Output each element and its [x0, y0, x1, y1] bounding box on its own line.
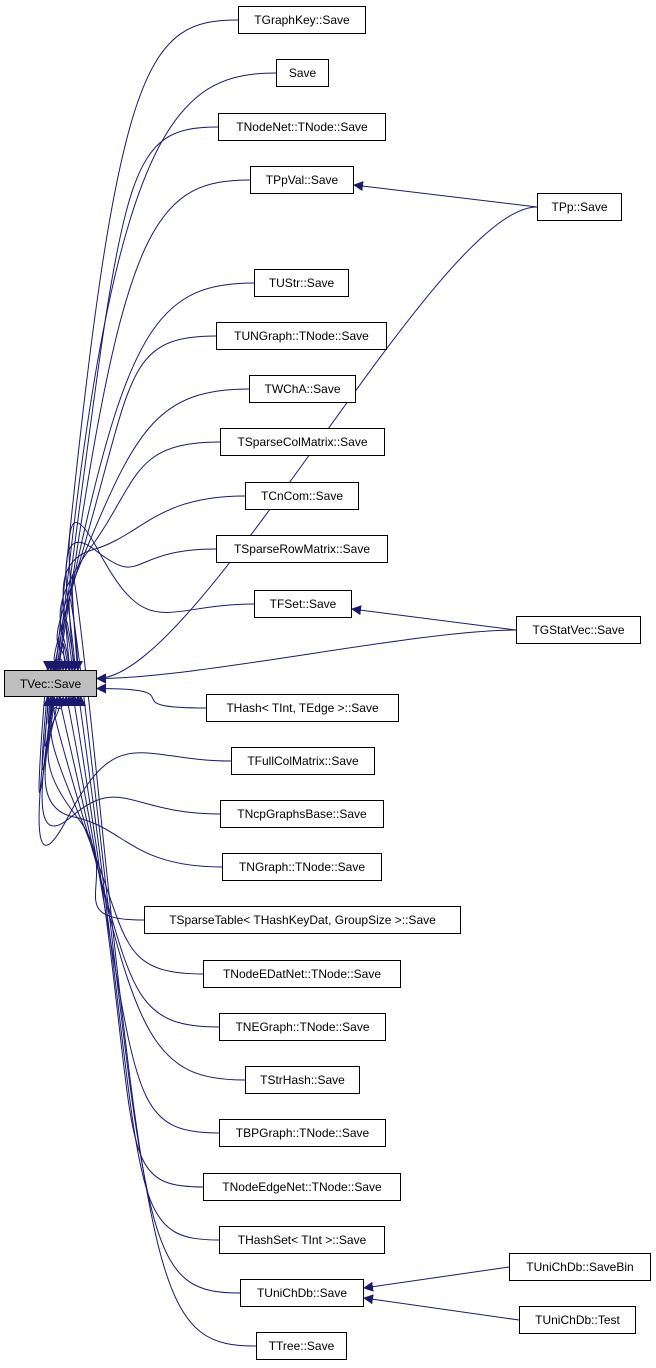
node-twcha[interactable]: TWChA::Save	[249, 375, 356, 403]
node-tnegraph[interactable]: TNEGraph::TNode::Save	[219, 1013, 386, 1041]
node-tfset[interactable]: TFSet::Save	[254, 590, 352, 618]
edge-twcha-to-tvec	[56, 388, 250, 671]
edge-thash-to-tvec	[96, 683, 207, 709]
node-tpp[interactable]: TPp::Save	[537, 193, 622, 221]
edge-tstrhash-to-tvec	[56, 687, 246, 1081]
edge-tgstatvec-to-tfset	[351, 605, 517, 631]
node-thash[interactable]: THash< TInt, TEdge >::Save	[206, 694, 399, 722]
edge-tfullcol-to-tvec	[38, 696, 232, 846]
edge-ttree-to-tvec	[71, 574, 257, 1347]
edge-tungraph-to-tvec	[53, 335, 217, 671]
node-thashset[interactable]: THashSet< TInt >::Save	[219, 1226, 385, 1254]
edge-tustr-to-tvec	[50, 282, 255, 681]
node-ttree[interactable]: TTree::Save	[256, 1332, 347, 1360]
node-tnodeedatnet[interactable]: TNodeEDatNet::TNode::Save	[203, 960, 401, 988]
node-tunichdb[interactable]: TUniChDb::Save	[240, 1279, 364, 1307]
node-tnodeedgenet[interactable]: TNodeEdgeNet::TNode::Save	[203, 1173, 401, 1201]
node-save[interactable]: Save	[276, 59, 329, 87]
edge-tpp-to-tppval	[353, 181, 538, 208]
node-tbpgraph[interactable]: TBPGraph::TNode::Save	[219, 1119, 386, 1147]
node-tfullcol[interactable]: TFullColMatrix::Save	[231, 747, 375, 775]
node-tstrhash[interactable]: TStrHash::Save	[245, 1066, 360, 1094]
edge-tunichdbsavebin-to-tunichdb	[363, 1266, 510, 1292]
node-tngraph[interactable]: TNGraph::TNode::Save	[222, 853, 382, 881]
node-tcncom[interactable]: TCnCom::Save	[245, 482, 359, 510]
edge-tnegraph-to-tvec	[53, 696, 220, 1028]
edge-tsparsetable-to-tvec	[47, 696, 145, 921]
edge-save-to-tvec	[41, 72, 277, 771]
node-tunichdbsavebin[interactable]: TUniChDb::SaveBin	[509, 1253, 651, 1281]
node-tsparserow[interactable]: TSparseRowMatrix::Save	[216, 535, 388, 563]
edge-thashset-to-tvec	[65, 620, 220, 1241]
edge-tgstatvec-to-tvec	[96, 629, 517, 684]
node-tunichdbtest[interactable]: TUniChDb::Test	[519, 1306, 636, 1334]
node-tustr[interactable]: TUStr::Save	[254, 269, 349, 297]
node-tncp[interactable]: TNcpGraphsBase::Save	[220, 800, 384, 828]
node-tungraph[interactable]: TUNGraph::TNode::Save	[216, 322, 387, 350]
node-tppval[interactable]: TPpVal::Save	[250, 166, 354, 194]
edge-tsparsecol-to-tvec	[59, 441, 221, 671]
node-tsparsetable[interactable]: TSparseTable< THashKeyDat, GroupSize >::…	[144, 906, 461, 934]
node-tgstatvec[interactable]: TGStatVec::Save	[516, 616, 641, 644]
edge-tncp-to-tvec	[41, 696, 221, 827]
node-tnodenet[interactable]: TNodeNet::TNode::Save	[218, 113, 386, 141]
edge-tunichdb-to-tvec	[68, 597, 241, 1294]
node-tgraphkey[interactable]: TGraphKey::Save	[238, 6, 366, 34]
edge-tngraph-to-tvec	[44, 696, 223, 868]
node-tvec[interactable]: TVec::Save	[4, 670, 97, 697]
node-tsparsecol[interactable]: TSparseColMatrix::Save	[220, 428, 385, 456]
edge-tunichdbtest-to-tunichdb	[363, 1294, 520, 1321]
edge-tnodeedatnet-to-tvec	[50, 696, 204, 975]
